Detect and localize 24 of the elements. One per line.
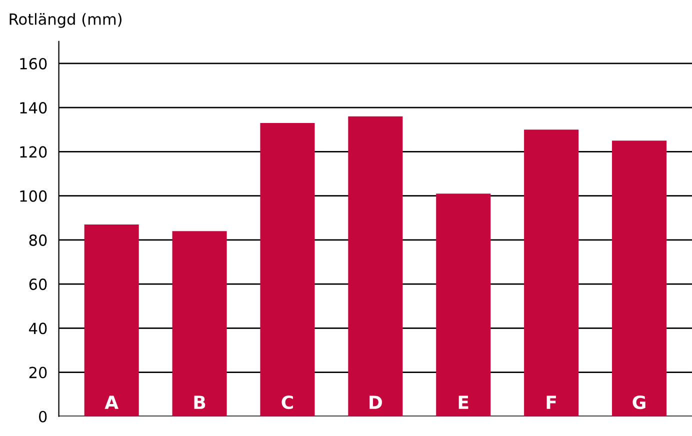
x-tick-label: D	[370, 396, 382, 409]
y-tick-label: 60	[29, 278, 47, 290]
bar	[260, 123, 315, 416]
y-axis-title: Rotlängd (mm)	[10, 13, 122, 28]
x-tick-label: A	[104, 396, 118, 409]
bar	[436, 194, 491, 416]
y-tick-label: 80	[29, 234, 47, 246]
x-tick-label: C	[282, 395, 293, 410]
y-tick-label: 20	[29, 366, 47, 378]
bar	[612, 140, 666, 416]
bar	[348, 116, 403, 416]
x-tick-label: B	[194, 396, 206, 409]
bar	[84, 224, 139, 416]
y-tick-label: 100	[20, 190, 47, 202]
bar	[172, 231, 227, 416]
bar	[524, 130, 579, 416]
x-tick-label: E	[458, 396, 468, 409]
x-tick-label: F	[546, 396, 556, 409]
y-tick-label: 40	[29, 322, 47, 334]
y-tick-label: 140	[20, 102, 47, 114]
x-tick-label: G	[632, 395, 646, 410]
y-tick-label: 160	[20, 58, 47, 70]
y-tick-label: 120	[20, 146, 47, 158]
y-tick-label: 0	[38, 410, 47, 422]
